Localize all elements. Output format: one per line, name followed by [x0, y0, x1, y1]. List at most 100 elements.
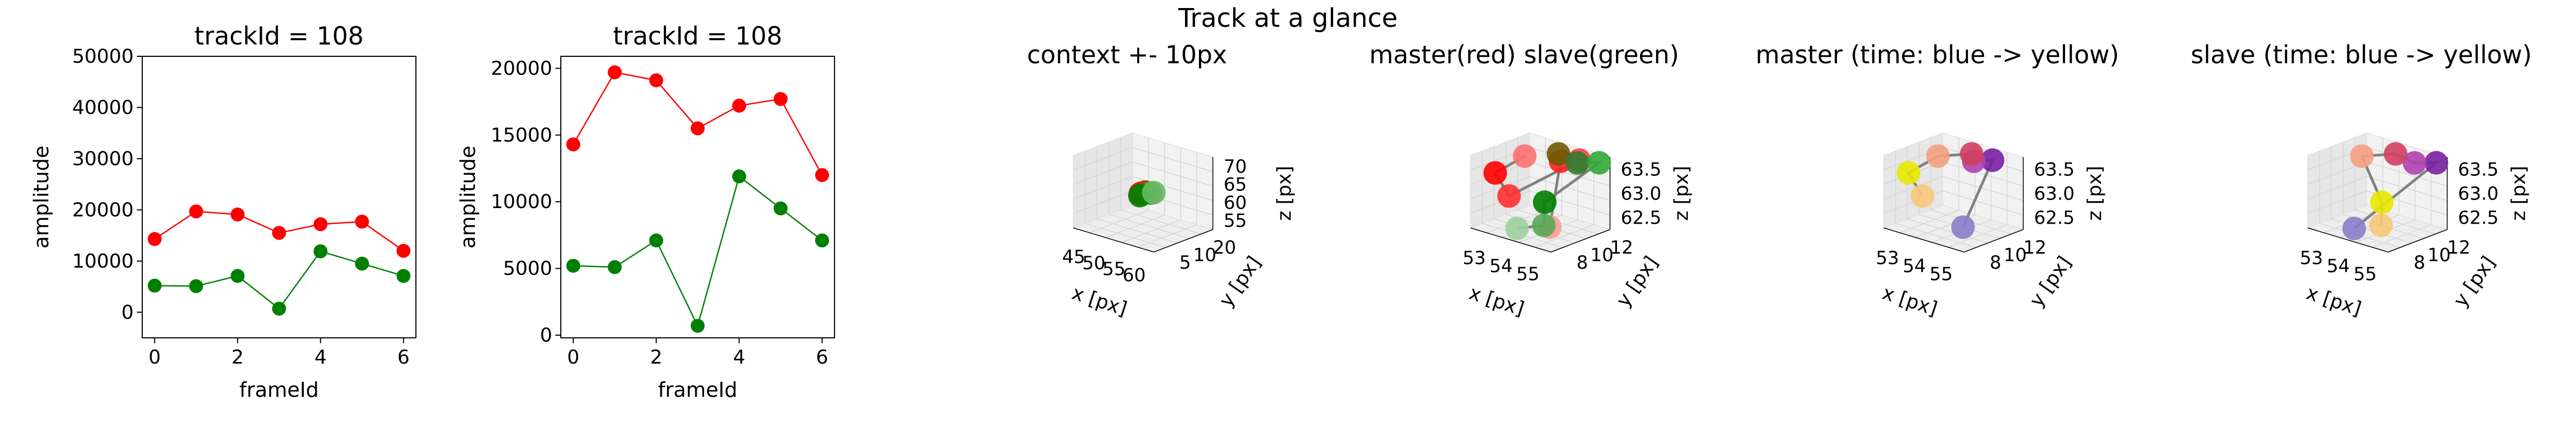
y-tick-label: 10000 [72, 250, 134, 272]
grid-line [1942, 161, 2024, 187]
slave-point [1505, 217, 1529, 240]
chart-title: slave (time: blue -> yellow) [2191, 40, 2532, 69]
x-tick-label: 55 [1102, 258, 1125, 280]
z-axis-label: z [px] [2084, 166, 2106, 221]
track-point [2369, 213, 2393, 238]
series-2-point [566, 258, 581, 273]
grid-line [1073, 161, 1133, 185]
z-axis-label: z [px] [1274, 166, 1296, 221]
axis-line [1964, 229, 2024, 253]
z-tick-label: 63.5 [1621, 159, 1662, 181]
grid-line [1089, 210, 1149, 233]
grid-line [1096, 218, 1178, 243]
slave-point [1532, 213, 1556, 238]
series-1-point [608, 65, 622, 79]
track-point [2350, 144, 2374, 168]
axis-line [1470, 227, 1552, 253]
y-tick-label: 12 [2023, 237, 2046, 258]
grid-line [2307, 176, 2367, 199]
slave-point [1546, 142, 1570, 166]
y-tick-label: 20 [1213, 237, 1236, 258]
z-tick-label: 62.5 [1621, 208, 1662, 229]
series-2-point [230, 269, 245, 283]
x-axis-label: frameId [239, 378, 319, 402]
y-axis-label: y [px] [2449, 253, 2500, 312]
x-tick-label: 53 [1876, 248, 1899, 269]
track-point [2342, 217, 2366, 240]
y-axis-label: y [px] [2025, 253, 2076, 312]
x-axis-label: x [px] [1879, 282, 1940, 320]
plot-frame [142, 56, 416, 338]
x-tick-label: 0 [567, 346, 580, 368]
x-tick-label: 6 [816, 346, 828, 368]
series-2-point [773, 201, 788, 216]
grid-line [1073, 190, 1133, 214]
x-tick-label: 0 [149, 346, 161, 368]
y-tick-label: 40000 [72, 97, 134, 119]
series-2-point [313, 244, 328, 258]
series-2-point [272, 301, 286, 316]
z-tick-label: 63.5 [2458, 159, 2499, 181]
grid-line [1073, 176, 1133, 199]
chart-title: trackId = 108 [194, 21, 363, 50]
series-2-point [189, 279, 203, 293]
x-tick-label: 55 [1929, 264, 1952, 285]
y-tick-label: 10 [1590, 245, 1613, 266]
chart-title: trackId = 108 [613, 21, 782, 50]
series-2-point [148, 278, 162, 293]
grid-line [1137, 224, 1197, 248]
z-axis-label: z [px] [2508, 166, 2530, 221]
track-point [2383, 142, 2407, 166]
grid-line [2354, 209, 2436, 235]
z-tick-label: 63.0 [1621, 183, 1662, 205]
chart-title: context +- 10px [1027, 40, 1227, 69]
series-2-point [815, 233, 829, 248]
x-tick-label: 54 [1902, 256, 1926, 277]
grid-line [1132, 147, 1213, 172]
y-axis-label: amplitude [30, 145, 53, 248]
x-tick-label: 55 [2353, 264, 2376, 285]
x-tick-label: 53 [2300, 248, 2323, 269]
x-tick-label: 50 [1082, 253, 1106, 274]
y-tick-label: 10 [2003, 245, 2026, 266]
series-2-line [573, 175, 823, 328]
series-1-point [230, 207, 245, 221]
y-tick-label: 5 [1180, 252, 1191, 273]
x-tick-label: 2 [650, 346, 662, 368]
z-tick-label: 60 [1224, 192, 1247, 213]
y-axis-label: amplitude [456, 145, 480, 248]
series-1-point [649, 73, 663, 87]
chart-title: master (time: blue -> yellow) [1755, 40, 2119, 69]
axis-line [1153, 229, 1213, 253]
z-tick-label: 63.5 [2034, 159, 2075, 181]
y-tick-label: 0 [540, 324, 552, 346]
plot-frame [560, 56, 835, 338]
line-chart-1: trackId = 108 0 2 4 6 0 10000 20000 30000 40000 50… [30, 21, 416, 402]
grid-line [1899, 210, 1959, 233]
grid-line [1085, 223, 1166, 248]
grid-line [1529, 176, 1611, 201]
track-point [1980, 148, 2004, 172]
y-tick-label: 8 [1990, 252, 2002, 273]
master-point [1483, 161, 1507, 185]
track-point [2370, 190, 2394, 214]
y-tick-label: 10000 [491, 191, 552, 213]
series-1-point [566, 137, 581, 152]
y-tick-label: 50000 [72, 46, 134, 68]
series-2-point [691, 319, 705, 333]
series-2-point [732, 169, 747, 183]
y-tick-label: 20000 [72, 199, 134, 221]
grid-line [1907, 218, 1988, 243]
z-tick-label: 55 [1224, 210, 1247, 232]
x-tick-label: 55 [1516, 264, 1539, 285]
pane [1073, 132, 1133, 229]
series-2-point [608, 260, 622, 275]
grid-line [2372, 224, 2432, 248]
slave-point [1565, 151, 1590, 175]
grid-line [1120, 209, 1202, 235]
grid-line [1121, 219, 1181, 243]
chart-title: master(red) slave(green) [1369, 40, 1679, 69]
axis-line [2388, 229, 2448, 253]
